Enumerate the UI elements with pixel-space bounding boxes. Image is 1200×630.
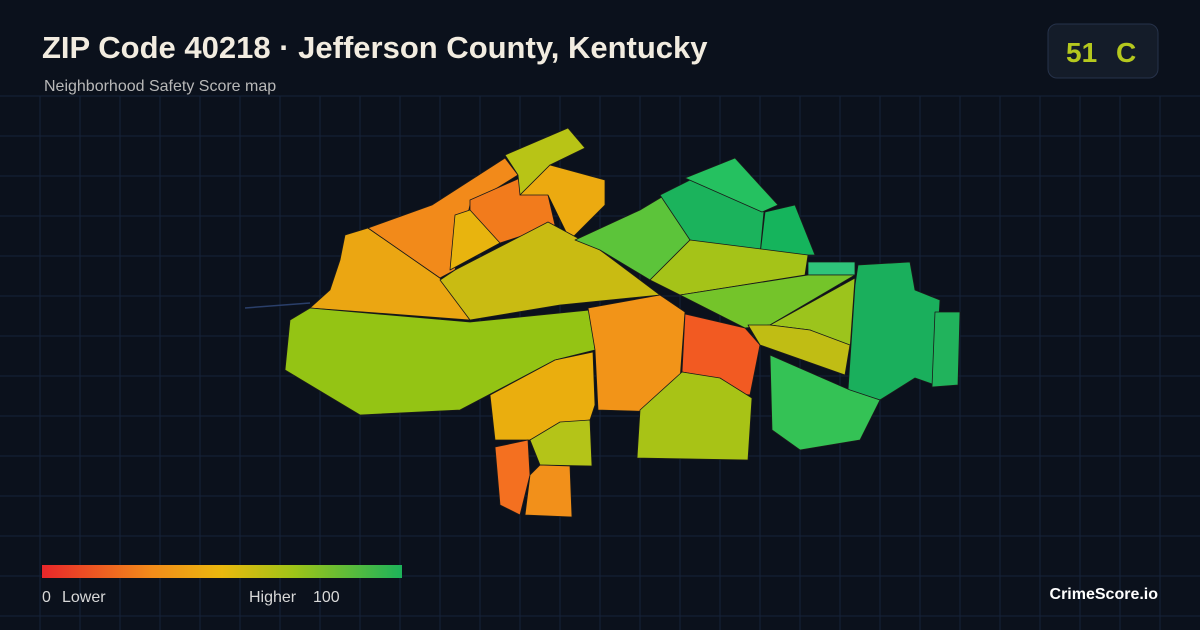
legend-min: 0 bbox=[42, 589, 51, 606]
area bbox=[684, 157, 779, 213]
area bbox=[494, 439, 531, 516]
area bbox=[284, 307, 596, 416]
area bbox=[524, 464, 573, 518]
score-value: 51 bbox=[1066, 37, 1097, 68]
area bbox=[769, 354, 881, 451]
area bbox=[747, 324, 851, 376]
score-grade: C bbox=[1116, 37, 1136, 68]
area bbox=[649, 239, 809, 296]
area bbox=[679, 274, 856, 329]
score-badge bbox=[1047, 23, 1159, 79]
legend-min-label: Lower bbox=[62, 589, 106, 606]
area bbox=[439, 221, 661, 321]
area bbox=[519, 164, 606, 241]
legend-max-label: Higher bbox=[249, 589, 297, 606]
area bbox=[807, 261, 856, 276]
area bbox=[759, 204, 816, 256]
title: ZIP Code 40218 · Jefferson County, Kentu… bbox=[42, 30, 708, 65]
subtitle: Neighborhood Safety Score map bbox=[44, 78, 276, 95]
area bbox=[449, 209, 501, 271]
map-strand bbox=[244, 302, 311, 309]
map bbox=[244, 127, 961, 518]
area bbox=[931, 311, 961, 388]
brand: CrimeScore.io bbox=[1050, 586, 1159, 603]
legend-max: 100 bbox=[313, 589, 340, 606]
area bbox=[529, 419, 593, 467]
legend-scale bbox=[42, 565, 402, 578]
area bbox=[636, 371, 753, 461]
